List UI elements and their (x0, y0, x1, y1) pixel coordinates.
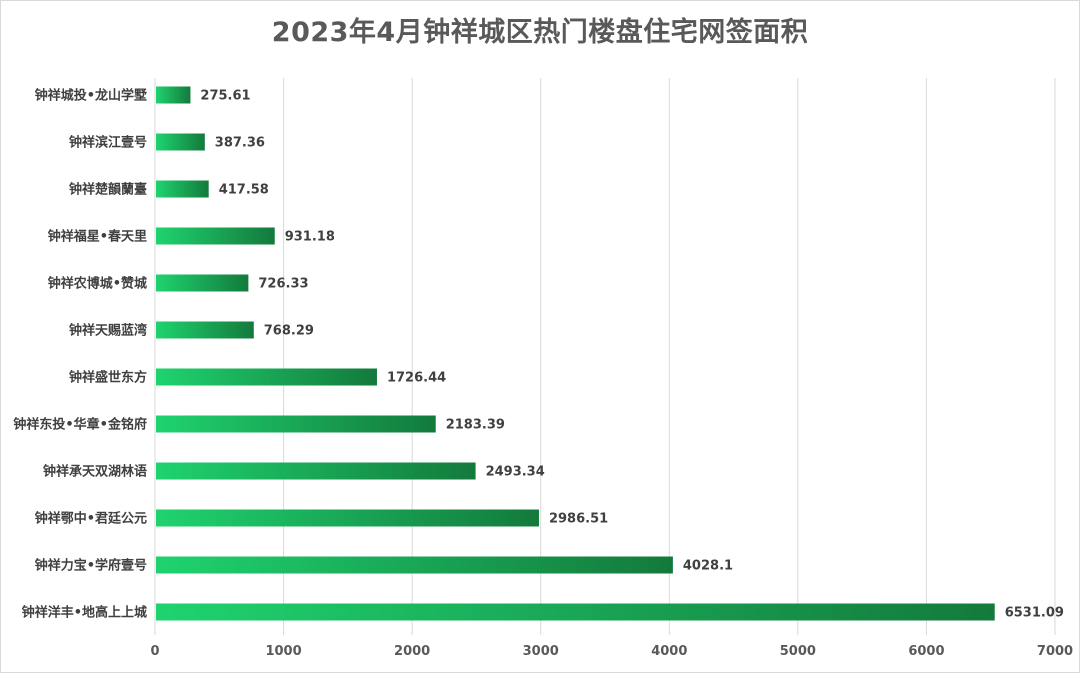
x-tick-label: 2000 (394, 644, 430, 659)
data-label: 417.58 (219, 183, 269, 198)
category-label: 钟祥福星•春天里 (48, 229, 147, 245)
bar (156, 321, 254, 339)
data-label: 387.36 (215, 136, 265, 151)
category-label: 钟祥承天双湖林语 (43, 464, 147, 480)
bar (156, 133, 205, 151)
bar (156, 274, 249, 292)
category-label: 钟祥楚韻蘭臺 (69, 182, 147, 198)
bar (156, 180, 209, 198)
category-label: 钟祥滨江壹号 (69, 135, 147, 151)
data-label: 6531.09 (1005, 606, 1064, 621)
data-label: 2493.34 (486, 465, 545, 480)
x-tick-label: 3000 (523, 644, 559, 659)
chart-title: 2023年4月钟祥城区热门楼盘住宅网签面积 (271, 17, 809, 48)
category-label: 钟祥鄂中•君廷公元 (35, 511, 147, 527)
x-tick-label: 0 (150, 644, 159, 659)
bar (156, 556, 673, 574)
category-label: 钟祥力宝•学府壹号 (35, 558, 147, 574)
bars (156, 86, 995, 621)
gridlines (154, 78, 1056, 635)
category-label: 钟祥天赐蓝湾 (69, 323, 147, 339)
data-label: 2986.51 (549, 512, 608, 527)
bar (156, 462, 476, 480)
category-label: 钟祥洋丰•地高上上城 (22, 605, 147, 621)
data-label: 1726.44 (387, 371, 446, 386)
category-label: 钟祥农博城•赞城 (48, 276, 147, 292)
data-labels: 275.61 387.36 417.58 931.18 726.33 768.29 1726… (200, 89, 1063, 621)
category-label: 钟祥城投•龙山学墅 (35, 88, 147, 104)
data-label: 931.18 (285, 230, 335, 245)
x-tick-label: 4000 (651, 644, 687, 659)
x-axis-tick-labels: 0 1000 2000 3000 4000 5000 6000 7000 (150, 644, 1073, 659)
x-tick-label: 1000 (265, 644, 301, 659)
bar (156, 415, 436, 433)
category-labels: 钟祥城投•龙山学墅钟祥滨江壹号钟祥楚韻蘭臺钟祥福星•春天里钟祥农博城•赞城钟祥天… (13, 88, 147, 621)
x-tick-label: 5000 (780, 644, 816, 659)
category-label: 钟祥东投•华章•金铭府 (13, 417, 147, 433)
bar (156, 603, 995, 621)
x-tick-label: 7000 (1037, 644, 1073, 659)
data-label: 726.33 (258, 277, 308, 292)
data-label: 275.61 (200, 89, 250, 104)
x-tick-label: 6000 (908, 644, 944, 659)
bar (156, 509, 539, 527)
bar (156, 227, 275, 245)
category-label: 钟祥盛世东方 (69, 370, 147, 386)
data-label: 768.29 (264, 324, 314, 339)
bar (156, 368, 377, 386)
data-label: 2183.39 (446, 418, 505, 433)
bar (156, 86, 191, 104)
data-label: 4028.1 (683, 559, 733, 574)
